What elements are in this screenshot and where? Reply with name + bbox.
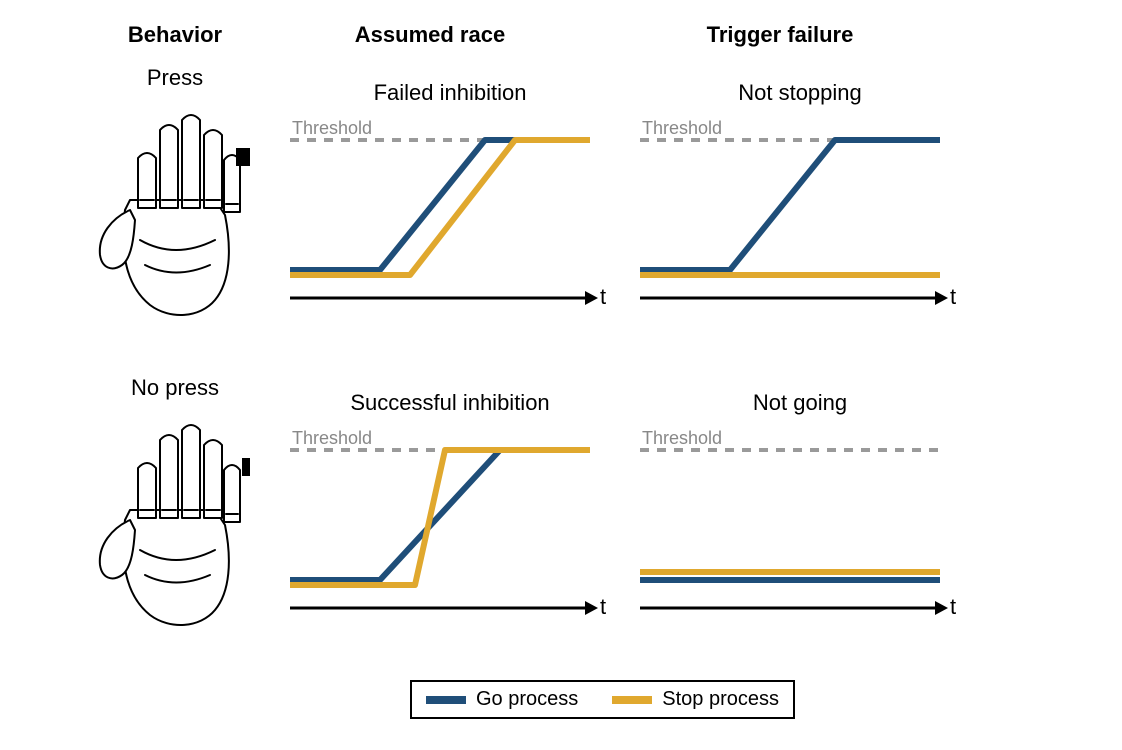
chart-title: Failed inhibition [290, 80, 610, 106]
chart-not_going: Not goingThresholdt [640, 420, 960, 630]
chart-title: Not stopping [640, 80, 960, 106]
hand-press-icon [90, 100, 250, 335]
chart-title: Successful inhibition [290, 390, 610, 416]
threshold-label: Threshold [292, 428, 372, 449]
axis-label-t: t [950, 594, 956, 620]
axis-label-t: t [600, 594, 606, 620]
legend-swatch-stop [612, 696, 652, 704]
threshold-label: Threshold [642, 428, 722, 449]
chart-not_stopping: Not stoppingThresholdt [640, 110, 960, 320]
axis-label-t: t [600, 284, 606, 310]
hand-nopress-icon [90, 410, 250, 645]
row-label-nopress: No press [100, 375, 250, 401]
threshold-label: Threshold [642, 118, 722, 139]
row-label-press: Press [100, 65, 250, 91]
axis-label-t: t [950, 284, 956, 310]
header-behavior: Behavior [75, 22, 275, 48]
legend-label-stop: Stop process [662, 688, 779, 711]
threshold-label: Threshold [292, 118, 372, 139]
header-assumed-race: Assumed race [330, 22, 530, 48]
chart-title: Not going [640, 390, 960, 416]
legend: Go process Stop process [410, 680, 795, 719]
legend-label-go: Go process [476, 688, 578, 711]
legend-swatch-go [426, 696, 466, 704]
chart-failed_inhibition: Failed inhibitionThresholdt [290, 110, 610, 320]
chart-successful_inhibition: Successful inhibitionThresholdt [290, 420, 610, 630]
header-trigger-failure: Trigger failure [680, 22, 880, 48]
